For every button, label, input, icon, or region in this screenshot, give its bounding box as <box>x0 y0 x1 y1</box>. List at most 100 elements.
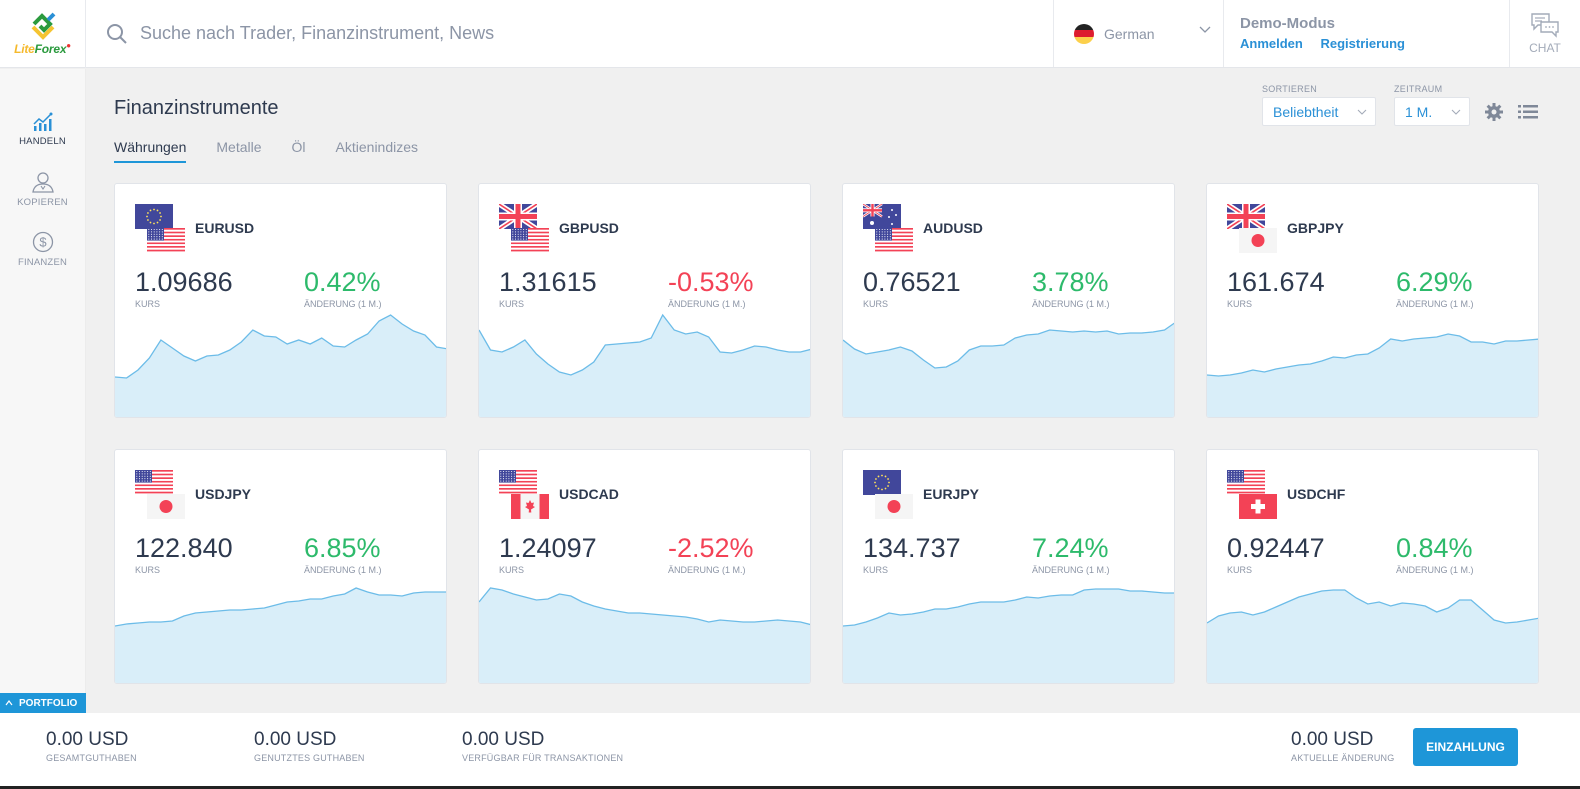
search-input[interactable] <box>140 23 740 44</box>
instrument-card-usdcad[interactable]: USDCAD 1.24097 KURS -2.52% ÄNDERUNG (1 M… <box>478 449 811 684</box>
pair-symbol: USDCAD <box>559 486 619 502</box>
ca-flag-icon <box>511 494 549 519</box>
eu-flag-icon <box>135 204 173 229</box>
chevron-up-icon <box>5 700 13 706</box>
sidebar-item-kopieren[interactable]: KOPIEREN <box>0 159 85 219</box>
period-label: ZEITRAUM <box>1394 84 1443 94</box>
instrument-card-usdchf[interactable]: USDCHF 0.92447 KURS 0.84% ÄNDERUNG (1 M.… <box>1206 449 1539 684</box>
gb-flag-icon <box>499 204 537 229</box>
sparkline-chart <box>115 314 446 417</box>
period-select[interactable]: 1 M. <box>1394 97 1470 126</box>
chat-button[interactable]: CHAT <box>1510 0 1580 67</box>
rate-value: 1.09686 <box>135 267 233 297</box>
instrument-card-eurjpy[interactable]: EURJPY 134.737 KURS 7.24% ÄNDERUNG (1 M.… <box>842 449 1175 684</box>
portfolio-toggle[interactable]: PORTFOLIO <box>0 693 86 713</box>
change-label: ÄNDERUNG (1 M.) <box>1032 565 1110 575</box>
list-view-button[interactable] <box>1518 97 1538 126</box>
tab-waehrungen[interactable]: Währungen <box>114 139 187 163</box>
de-flag-icon <box>1074 23 1094 44</box>
tab-oel[interactable]: Öl <box>291 139 306 155</box>
stat-current-change: 0.00 USD AKTUELLE ÄNDERUNG <box>1291 729 1394 763</box>
period-value: 1 M. <box>1405 103 1433 120</box>
currency-flags <box>499 204 551 254</box>
sidebar-item-finanzen[interactable]: $ FINANZEN <box>0 219 85 279</box>
search-bar[interactable] <box>86 0 1054 67</box>
sparkline-chart <box>843 588 1174 683</box>
tab-metalle[interactable]: Metalle <box>216 139 262 155</box>
change-value: 0.42% <box>304 267 381 297</box>
demo-mode-label: Demo-Modus <box>1240 15 1335 32</box>
settings-button[interactable] <box>1484 97 1504 126</box>
eu-flag-icon <box>863 470 901 495</box>
currency-flags <box>863 470 915 520</box>
jp-flag-icon <box>1239 228 1277 253</box>
language-select[interactable]: German <box>1054 0 1224 67</box>
au-flag-icon <box>863 204 901 229</box>
currency-flags <box>135 204 187 254</box>
stat-label: VERFÜGBAR FÜR TRANSAKTIONEN <box>462 753 624 763</box>
deposit-button[interactable]: EINZAHLUNG <box>1413 728 1518 766</box>
rate-value: 1.31615 <box>499 267 597 297</box>
sidebar-label: HANDELN <box>19 135 66 147</box>
instrument-card-gbpusd[interactable]: GBPUSD 1.31615 KURS -0.53% ÄNDERUNG (1 M… <box>478 183 811 418</box>
account-panel: Demo-Modus Anmelden Registrierung <box>1224 0 1510 67</box>
sidebar-label: FINANZEN <box>17 256 68 268</box>
instrument-card-eurusd[interactable]: EURUSD 1.09686 KURS 0.42% ÄNDERUNG (1 M.… <box>114 183 447 418</box>
login-link[interactable]: Anmelden <box>1240 36 1303 51</box>
tab-aktienindizes[interactable]: Aktienindizes <box>335 139 419 155</box>
instrument-grid: EURUSD 1.09686 KURS 0.42% ÄNDERUNG (1 M.… <box>114 183 1539 684</box>
change-label: ÄNDERUNG (1 M.) <box>304 299 382 309</box>
change-value: 7.24% <box>1032 533 1109 563</box>
sort-select[interactable]: Beliebtheit <box>1262 97 1376 126</box>
rate-label: KURS <box>499 299 525 309</box>
portfolio-footer: 0.00 USD GESAMTGUTHABEN 0.00 USD GENUTZT… <box>0 713 1580 789</box>
instrument-card-audusd[interactable]: AUDUSD 0.76521 KURS 3.78% ÄNDERUNG (1 M.… <box>842 183 1175 418</box>
trading-chart-icon <box>32 112 52 131</box>
sparkline-chart <box>479 587 810 683</box>
currency-flags <box>863 204 915 254</box>
sidebar-item-handeln[interactable]: HANDELN <box>0 99 85 159</box>
change-label: ÄNDERUNG (1 M.) <box>1032 299 1110 309</box>
gb-flag-icon <box>1227 204 1265 229</box>
pair-symbol: EURUSD <box>195 220 255 236</box>
sort-value: Beliebtheit <box>1273 103 1339 120</box>
change-label: ÄNDERUNG (1 M.) <box>304 565 382 575</box>
rate-value: 161.674 <box>1227 267 1325 297</box>
register-link[interactable]: Registrierung <box>1320 36 1405 51</box>
logo-wordmark: LiteForex● <box>14 41 71 56</box>
stat-available: 0.00 USD VERFÜGBAR FÜR TRANSAKTIONEN <box>462 729 623 763</box>
stat-used-balance: 0.00 USD GENUTZTES GUTHABEN <box>254 729 365 763</box>
stat-label: GESAMTGUTHABEN <box>46 753 137 763</box>
chat-label: CHAT <box>1529 41 1561 55</box>
pair-symbol: USDCHF <box>1287 486 1346 502</box>
jp-flag-icon <box>147 494 185 519</box>
rate-label: KURS <box>1227 565 1253 575</box>
rate-label: KURS <box>499 565 525 575</box>
stat-value: 0.00 USD <box>254 729 337 750</box>
currency-flags <box>135 470 187 520</box>
us-flag-icon <box>511 228 549 253</box>
top-bar: LiteForex● German Demo-Modus Anmelden Re… <box>0 0 1580 68</box>
period-control: ZEITRAUM 1 M. <box>1394 84 1470 126</box>
change-value: -2.52% <box>668 533 754 563</box>
sparkline-chart <box>1207 333 1538 417</box>
stat-label: GENUTZTES GUTHABEN <box>254 753 365 763</box>
pair-symbol: EURJPY <box>923 486 980 502</box>
instrument-card-gbpjpy[interactable]: GBPJPY 161.674 KURS 6.29% ÄNDERUNG (1 M.… <box>1206 183 1539 418</box>
jp-flag-icon <box>875 494 913 519</box>
currency-flags <box>1227 204 1279 254</box>
change-label: ÄNDERUNG (1 M.) <box>668 565 746 575</box>
page-title: Finanzinstrumente <box>114 97 279 119</box>
pair-symbol: AUDUSD <box>923 220 983 236</box>
change-value: 0.84% <box>1396 533 1473 563</box>
rate-value: 1.24097 <box>499 533 597 563</box>
instrument-card-usdjpy[interactable]: USDJPY 122.840 KURS 6.85% ÄNDERUNG (1 M.… <box>114 449 447 684</box>
us-flag-icon <box>147 228 185 253</box>
chevron-down-icon <box>1451 109 1461 115</box>
chevron-down-icon <box>1199 26 1211 33</box>
change-label: ÄNDERUNG (1 M.) <box>1396 299 1474 309</box>
rate-value: 122.840 <box>135 533 233 563</box>
sparkline-chart <box>1207 589 1538 683</box>
svg-text:$: $ <box>39 234 47 249</box>
liteforex-logo[interactable]: LiteForex● <box>0 0 86 68</box>
